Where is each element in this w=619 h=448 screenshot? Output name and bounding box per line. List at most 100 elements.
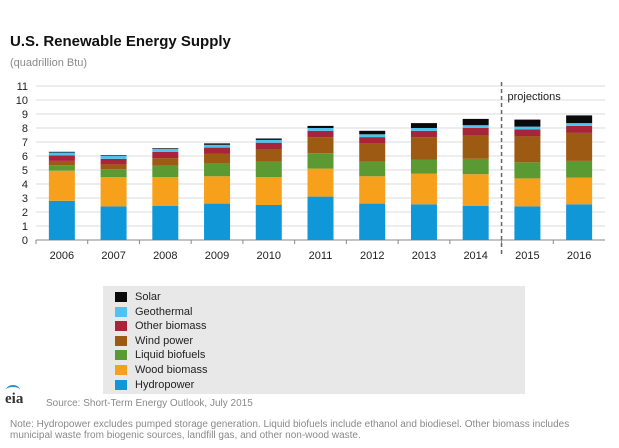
- bar-segment-wood-biomass: [566, 177, 593, 205]
- x-tick-label: 2010: [257, 250, 281, 262]
- bar-segment-geothermal: [204, 144, 231, 148]
- bar-segment-hydropower: [359, 203, 386, 240]
- y-tick-label: 10: [16, 95, 28, 107]
- bar-segment-liquid-biofuels: [566, 160, 593, 178]
- bar-segment-geothermal: [514, 126, 541, 130]
- stacked-bar-chart: 0 1 2 3 4 5 6 7 8 9 10 11 2006 2007 2008 2009 2010 2011 20…: [16, 81, 605, 262]
- bar-segment-wind-power: [255, 149, 282, 162]
- bar-segment-wood-biomass: [410, 173, 437, 205]
- chart-subtitle: (quadrillion Btu): [10, 57, 88, 69]
- legend-item-liquid-biofuels: Liquid biofuels: [115, 348, 205, 362]
- x-tick-label: 2015: [515, 250, 539, 262]
- legend-label: Wood biomass: [135, 364, 208, 376]
- bar-segment-geothermal: [410, 128, 437, 131]
- bar-segment-liquid-biofuels: [307, 153, 334, 169]
- bar-segment-wind-power: [566, 132, 593, 161]
- x-tick-label: 2012: [360, 250, 384, 262]
- x-tick-label: 2011: [309, 250, 333, 262]
- bar-segment-hydropower: [462, 205, 489, 240]
- x-tick-label: 2009: [205, 250, 229, 262]
- chart-title: U.S. Renewable Energy Supply: [10, 33, 231, 50]
- bar-segment-solar: [255, 138, 282, 140]
- bar-segment-wind-power: [514, 136, 541, 163]
- legend-swatch: [115, 350, 127, 361]
- y-tick-label: 7: [22, 137, 28, 149]
- bar-segment-other-biomass: [255, 142, 282, 149]
- bar-segment-liquid-biofuels: [152, 165, 179, 177]
- bar-segment-wind-power: [100, 164, 127, 170]
- bar-segment-other-biomass: [100, 158, 127, 165]
- bar-segment-solar: [410, 123, 437, 128]
- bar-segment-solar: [462, 118, 489, 126]
- bar-segment-geothermal: [462, 125, 489, 128]
- x-tick-label: 2006: [50, 250, 74, 262]
- bar-segment-solar: [204, 143, 231, 145]
- legend-item-wood-biomass: Wood biomass: [115, 363, 208, 377]
- legend-item-geothermal: Geothermal: [115, 305, 192, 319]
- legend-swatch: [115, 292, 127, 302]
- bar-segment-solar: [359, 130, 386, 135]
- legend-swatch: [115, 379, 127, 390]
- bar-segment-wood-biomass: [48, 170, 75, 201]
- x-tick-label: 2014: [463, 250, 487, 262]
- y-tick-label: 0: [22, 235, 28, 247]
- bar-segment-liquid-biofuels: [48, 165, 75, 171]
- y-tick-label: 2: [22, 207, 28, 219]
- y-tick-label: 6: [22, 151, 28, 163]
- legend-label: Hydropower: [135, 378, 195, 391]
- bar-segment-hydropower: [410, 204, 437, 240]
- bar-segment-hydropower: [307, 196, 334, 240]
- bar-segment-other-biomass: [359, 137, 386, 144]
- x-tick-label: 2008: [153, 250, 177, 262]
- bar-segment-hydropower: [204, 203, 231, 240]
- legend-item-solar: Solar: [115, 290, 161, 304]
- bar-segment-hydropower: [48, 200, 75, 240]
- bar-segment-geothermal: [100, 156, 127, 159]
- legend-swatch: [115, 335, 127, 346]
- chart-legend: Solar Geothermal Other biomass Wind power Li…: [103, 286, 525, 394]
- legend-label: Wind power: [135, 334, 194, 347]
- projections-label: projections: [508, 91, 562, 103]
- bar-segment-wind-power: [410, 137, 437, 160]
- bar-segment-solar: [152, 148, 179, 149]
- legend-label: Solar: [135, 291, 161, 303]
- x-tick-label: 2013: [412, 250, 436, 262]
- bar-segment-wind-power: [152, 158, 179, 166]
- bar-segment-liquid-biofuels: [255, 161, 282, 177]
- bar-segment-wood-biomass: [152, 177, 179, 206]
- bar-segment-hydropower: [255, 205, 282, 240]
- bar-segment-wood-biomass: [307, 168, 334, 197]
- bar-segment-hydropower: [152, 205, 179, 240]
- bar-segment-liquid-biofuels: [514, 162, 541, 179]
- bar-segment-solar: [307, 125, 334, 128]
- legend-label: Liquid biofuels: [135, 349, 206, 362]
- bar-segment-wind-power: [462, 135, 489, 159]
- bar-segment-geothermal: [152, 149, 179, 152]
- bar-segment-wind-power: [48, 160, 75, 166]
- footnote: Note: Hydropower excludes pumped storage…: [10, 419, 570, 441]
- legend-item-other-biomass: Other biomass: [115, 319, 207, 333]
- bar-segment-other-biomass: [48, 155, 75, 161]
- y-tick-label: 9: [22, 109, 28, 121]
- y-tick-label: 8: [22, 123, 28, 135]
- bar-segment-geothermal: [566, 123, 593, 126]
- x-tick-label: 2016: [567, 250, 591, 262]
- x-tick-label: 2007: [101, 250, 125, 262]
- bar-segment-other-biomass: [514, 129, 541, 137]
- bar-segment-other-biomass: [410, 130, 437, 138]
- bar-segment-liquid-biofuels: [359, 161, 386, 177]
- bar-segment-wood-biomass: [100, 177, 127, 207]
- bar-segment-wind-power: [307, 137, 334, 154]
- legend-item-hydropower: Hydropower: [115, 378, 194, 392]
- bar-segment-geothermal: [307, 128, 334, 131]
- bar-segment-hydropower: [100, 206, 127, 240]
- y-tick-label: 5: [22, 165, 28, 177]
- bar-segment-geothermal: [48, 152, 75, 156]
- bar-segment-wood-biomass: [204, 176, 231, 204]
- legend-label: Geothermal: [135, 305, 193, 318]
- bar-segment-other-biomass: [462, 128, 489, 135]
- y-tick-label: 11: [17, 81, 28, 93]
- eia-logo-arc-icon: [6, 385, 20, 395]
- legend-label: Other biomass: [135, 320, 207, 333]
- bar-segment-geothermal: [359, 134, 386, 138]
